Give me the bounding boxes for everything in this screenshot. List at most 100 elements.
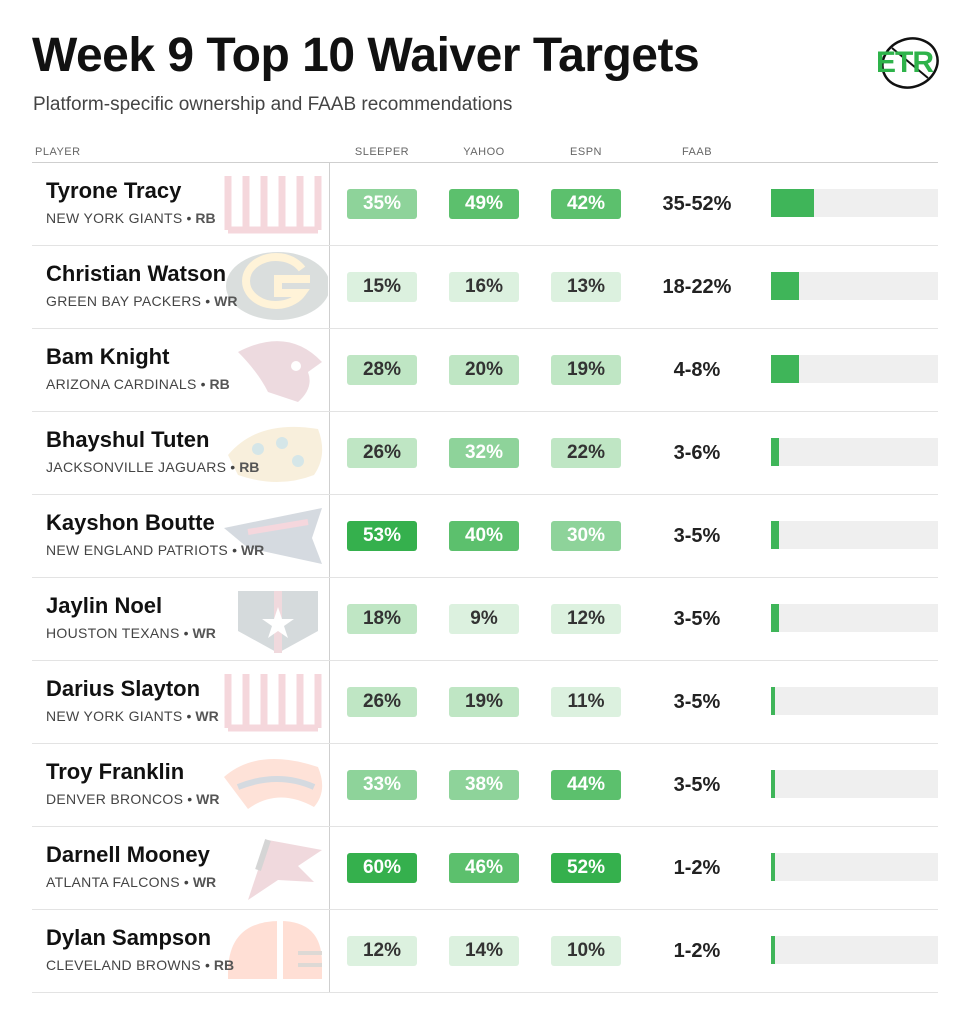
column-header-sleeper: SLEEPER — [354, 146, 410, 158]
espn-ownership-cell: 13% — [551, 272, 621, 302]
faab-bar-track — [771, 853, 938, 881]
player-position: RB — [195, 210, 216, 226]
player-position: WR — [195, 708, 219, 724]
faab-bar-fill — [771, 936, 775, 964]
column-header-espn: ESPN — [570, 146, 602, 158]
espn-ownership-cell: 44% — [551, 770, 621, 800]
faab-bar-fill — [771, 272, 799, 300]
table-row: Jaylin Noel HOUSTON TEXANS • WR 18% 9% 12% 3-5% — [32, 577, 938, 661]
separator-dot: • — [187, 791, 193, 807]
player-name: Darius Slayton — [46, 676, 201, 701]
falcons-logo-icon — [218, 830, 328, 904]
table-row: Bhayshul Tuten JACKSONVILLE JAGUARS • RB 26%… — [32, 411, 938, 495]
faab-bar-track — [771, 521, 938, 549]
player-meta: NEW YORK GIANTS • WR — [46, 708, 219, 724]
table-row: Christian Watson GREEN BAY PACKERS • WR 15% 1… — [32, 245, 938, 329]
faab-bar-fill — [771, 770, 775, 798]
packers-logo-icon — [218, 249, 328, 323]
player-meta: NEW YORK GIANTS • RB — [46, 210, 216, 226]
etr-logo: ETR — [874, 34, 940, 92]
sleeper-ownership-cell: 60% — [347, 853, 417, 883]
faab-range: 3-6% — [673, 442, 721, 464]
player-position: WR — [240, 542, 265, 558]
football-icon — [881, 37, 939, 89]
sleeper-ownership-cell: 53% — [347, 521, 417, 551]
jaguars-logo-icon — [218, 415, 328, 489]
table-row: Troy Franklin DENVER BRONCOS • WR 33% 38% 44% 3… — [32, 743, 938, 827]
player-team: CLEVELAND BROWNS — [46, 957, 201, 973]
player-position: WR — [214, 293, 238, 309]
faab-bar-track — [771, 687, 938, 715]
column-header-player: PLAYER — [35, 146, 81, 158]
faab-range: 1-2% — [673, 940, 721, 962]
separator-dot: • — [230, 459, 236, 475]
player-meta: ATLANTA FALCONS • WR — [46, 874, 216, 890]
separator-dot: • — [186, 708, 192, 724]
player-name: Christian Watson — [46, 261, 227, 286]
cardinals-logo-icon — [218, 332, 328, 406]
texans-logo-icon — [218, 581, 328, 655]
player-team: ATLANTA FALCONS — [46, 874, 180, 890]
player-position: RB — [239, 459, 260, 475]
yahoo-ownership-cell: 49% — [449, 189, 519, 219]
espn-ownership-cell: 11% — [551, 687, 621, 717]
column-header-faab: FAAB — [681, 146, 713, 158]
espn-ownership-cell: 22% — [551, 438, 621, 468]
separator-dot: • — [200, 376, 206, 392]
faab-range: 3-5% — [673, 691, 721, 713]
player-name: Tyrone Tracy — [46, 178, 182, 203]
faab-range: 3-5% — [673, 608, 721, 630]
player-name: Bhayshul Tuten — [46, 427, 210, 452]
player-meta: ARIZONA CARDINALS • RB — [46, 376, 230, 392]
yahoo-ownership-cell: 16% — [449, 272, 519, 302]
player-position: WR — [192, 625, 216, 641]
player-name: Troy Franklin — [46, 759, 185, 784]
player-position: WR — [192, 874, 217, 890]
separator-dot: • — [186, 210, 192, 226]
faab-range: 3-5% — [673, 774, 721, 796]
page-subtitle: Platform-specific ownership and FAAB rec… — [33, 94, 513, 115]
sleeper-ownership-cell: 26% — [347, 438, 417, 468]
espn-ownership-cell: 30% — [551, 521, 621, 551]
player-team: ARIZONA CARDINALS — [46, 376, 197, 392]
faab-bar-fill — [771, 853, 775, 881]
separator-dot: • — [205, 293, 211, 309]
page-title: Week 9 Top 10 Waiver Targets — [32, 29, 700, 82]
separator-dot: • — [232, 542, 237, 558]
player-meta: DENVER BRONCOS • WR — [46, 791, 219, 807]
table-row: Dylan Sampson CLEVELAND BROWNS • RB 12% 14% 10… — [32, 909, 938, 993]
espn-ownership-cell: 19% — [551, 355, 621, 385]
separator-dot: • — [183, 625, 189, 641]
sleeper-ownership-cell: 28% — [347, 355, 417, 385]
separator-dot: • — [183, 874, 189, 890]
player-name: Kayshon Boutte — [46, 510, 215, 535]
table-row: Kayshon Boutte NEW ENGLAND PATRIOTS • WR 53%… — [32, 494, 938, 578]
faab-bar-track — [771, 355, 938, 383]
faab-bar-track — [771, 936, 938, 964]
sleeper-ownership-cell: 18% — [347, 604, 417, 634]
faab-range: 4-8% — [673, 359, 721, 381]
faab-range: 18-22% — [662, 276, 732, 298]
player-team: JACKSONVILLE JAGUARS — [46, 459, 227, 475]
player-team: NEW ENGLAND PATRIOTS — [46, 542, 229, 558]
yahoo-ownership-cell: 40% — [449, 521, 519, 551]
sleeper-ownership-cell: 35% — [347, 189, 417, 219]
player-team: NEW YORK GIANTS — [46, 210, 183, 226]
player-meta: NEW ENGLAND PATRIOTS • WR — [46, 542, 264, 558]
yahoo-ownership-cell: 14% — [449, 936, 519, 966]
faab-range: 3-5% — [673, 525, 721, 547]
player-team: HOUSTON TEXANS — [46, 625, 180, 641]
faab-bar-track — [771, 189, 938, 217]
yahoo-ownership-cell: 32% — [449, 438, 519, 468]
player-meta: GREEN BAY PACKERS • WR — [46, 293, 238, 309]
faab-bar-fill — [771, 521, 779, 549]
player-position: WR — [196, 791, 220, 807]
patriots-logo-icon — [218, 498, 328, 572]
sleeper-ownership-cell: 26% — [347, 687, 417, 717]
sleeper-ownership-cell: 33% — [347, 770, 417, 800]
player-position: RB — [209, 376, 230, 392]
table-row: Tyrone Tracy NEW YORK GIANTS • RB 35% 49% 42% 3… — [32, 162, 938, 246]
sleeper-ownership-cell: 15% — [347, 272, 417, 302]
player-team: DENVER BRONCOS — [46, 791, 184, 807]
faab-bar-track — [771, 272, 938, 300]
